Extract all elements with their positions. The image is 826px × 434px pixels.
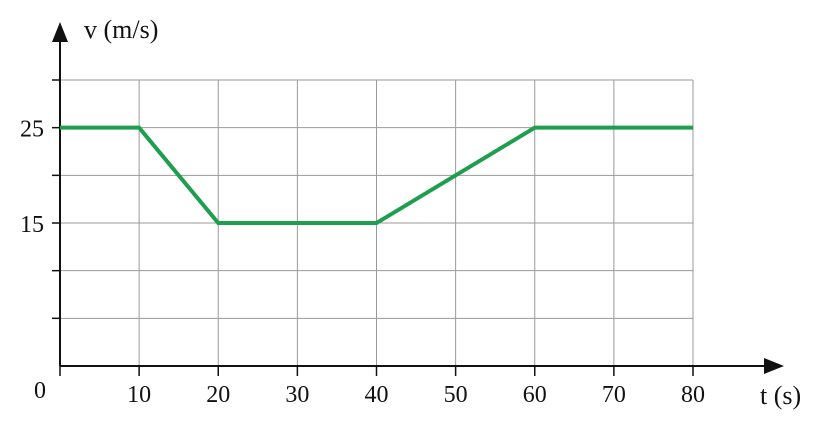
labels: v (m/s) t (s) 0 — [34, 15, 801, 410]
x-tick-label: 70 — [602, 382, 626, 408]
x-tick-label: 20 — [206, 382, 230, 408]
origin-label: 0 — [34, 378, 46, 404]
x-tick-label: 80 — [681, 382, 705, 408]
series — [60, 125, 693, 225]
y-axis-arrow — [52, 22, 68, 42]
x-tick-label: 10 — [127, 382, 151, 408]
y-tick-label: 25 — [20, 117, 44, 143]
ticks: 10 20 30 40 50 60 70 80 15 25 — [20, 79, 705, 408]
x-tick-label: 50 — [444, 382, 468, 408]
x-tick-label: 40 — [365, 382, 389, 408]
x-tick-label: 30 — [285, 382, 309, 408]
x-tick-label: 60 — [523, 382, 547, 408]
axes — [52, 22, 784, 374]
x-axis-arrow — [764, 358, 784, 374]
velocity-series-line — [60, 125, 693, 225]
y-axis-label: v (m/s) — [84, 15, 158, 44]
x-axis-label: t (s) — [760, 381, 801, 410]
y-tick-label: 15 — [20, 212, 44, 238]
